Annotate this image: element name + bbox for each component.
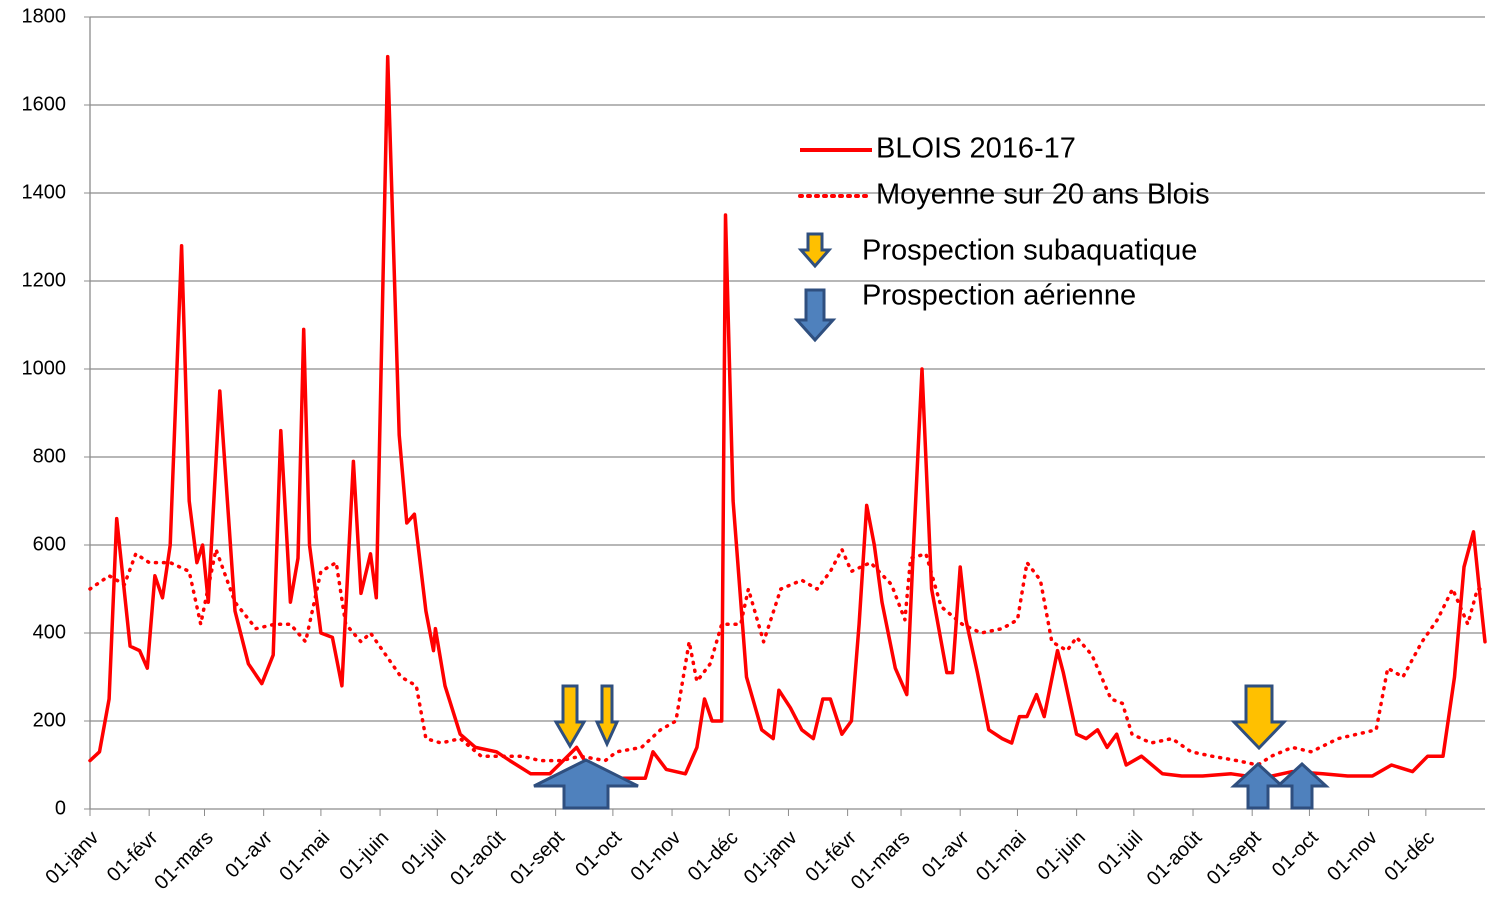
x-tick-label: 01-mars <box>150 827 217 894</box>
x-tick-label: 01-juin <box>1032 827 1090 885</box>
legend-label: Prospection subaquatique <box>862 235 1197 267</box>
x-tick-label: 01-sept <box>1203 826 1266 889</box>
arrows <box>533 232 1330 810</box>
x-tick-label: 01-mars <box>847 827 914 894</box>
y-tick-label: 1600 <box>22 93 67 115</box>
arrow-aerienne <box>533 758 639 810</box>
x-tick-label: 01-janv <box>41 827 103 889</box>
series-line <box>88 54 1487 780</box>
x-tick-label: 01-nov <box>1323 827 1382 886</box>
arrow-subaquatique <box>1230 684 1288 751</box>
x-tick-label: 01-janv <box>740 827 802 889</box>
legend-label: Moyenne sur 20 ans Blois <box>876 179 1210 211</box>
legend-label: BLOIS 2016-17 <box>876 133 1076 165</box>
legend-arrow-aerienne <box>793 288 837 343</box>
lines <box>88 54 1487 780</box>
y-tick-label: 1400 <box>22 181 67 203</box>
x-tick-label: 01-nov <box>627 827 686 886</box>
x-tick-label: 01-août <box>1143 826 1207 890</box>
arrow-subaquatique <box>553 684 587 749</box>
x-tick-label: 01-avr <box>221 826 277 882</box>
arrow-aerienne <box>1274 761 1330 810</box>
x-tick-label: 01-juil <box>397 827 450 880</box>
y-tick-label: 600 <box>33 533 66 555</box>
x-tick-label: 01-août <box>446 826 510 890</box>
x-tick-label: 01-déc <box>684 827 743 886</box>
arrow-subaquatique <box>594 684 620 748</box>
x-tick-label: 01-oct <box>571 826 626 881</box>
x-tick-label: 01-juin <box>335 827 393 885</box>
x-tick-label: 01-oct <box>1268 826 1323 881</box>
y-tick-label: 1800 <box>22 5 67 27</box>
y-tick-label: 200 <box>33 709 66 731</box>
grid <box>84 16 1485 816</box>
x-tick-label: 01-mai <box>972 827 1031 886</box>
legend-label: Prospection aérienne <box>862 280 1136 312</box>
y-tick-label: 1200 <box>22 269 67 291</box>
x-tick-label: 01-juil <box>1094 827 1147 880</box>
y-tick-label: 0 <box>55 797 66 819</box>
x-tick-label: 01-avr <box>918 826 974 882</box>
legend-arrow-subaquatique <box>797 232 833 269</box>
y-tick-label: 800 <box>33 445 66 467</box>
x-tick-label: 01-sept <box>506 826 569 889</box>
y-tick-label: 400 <box>33 621 66 643</box>
x-tick-label: 01-mai <box>275 827 334 886</box>
x-tick-label: 01-déc <box>1380 827 1439 886</box>
arrow-aerienne <box>1230 761 1286 810</box>
y-tick-label: 1000 <box>22 357 67 379</box>
